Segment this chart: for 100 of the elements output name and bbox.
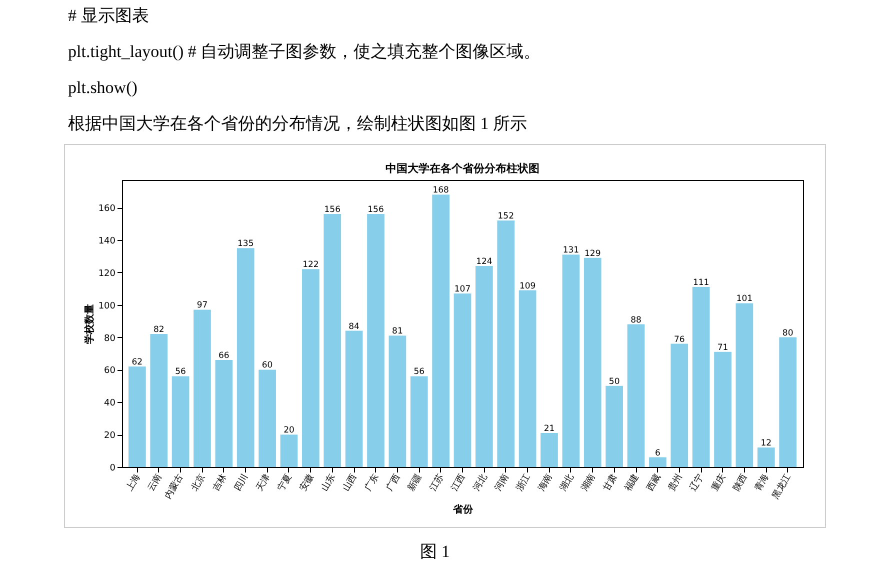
data-label: 66 bbox=[218, 350, 230, 361]
x-tick-label: 广东 bbox=[362, 472, 381, 494]
text: plt.tight_layout() # 自动调整子图参数，使之填充整个图像区域。 bbox=[68, 41, 541, 63]
x-tick-label: 内蒙古 bbox=[162, 472, 186, 501]
data-label: 131 bbox=[562, 246, 580, 256]
data-label: 84 bbox=[348, 322, 360, 332]
data-label: 21 bbox=[544, 424, 555, 434]
bar bbox=[454, 294, 472, 467]
bar bbox=[302, 269, 320, 467]
bar bbox=[736, 303, 754, 467]
y-tick-label: 60 bbox=[104, 366, 116, 376]
y-axis-title: 学校数量 bbox=[83, 304, 96, 344]
x-tick-label: 青海 bbox=[752, 472, 772, 494]
bar bbox=[562, 254, 580, 467]
bar bbox=[194, 310, 211, 467]
data-label: 82 bbox=[153, 325, 164, 336]
data-label: 129 bbox=[584, 248, 601, 259]
x-tick-label: 广西 bbox=[384, 472, 403, 494]
bar bbox=[324, 214, 342, 467]
x-tick-label: 安徽 bbox=[297, 472, 316, 494]
bar bbox=[779, 337, 796, 467]
y-tick-label: 100 bbox=[98, 301, 116, 312]
x-tick-label: 湖南 bbox=[579, 472, 598, 494]
data-label: 135 bbox=[238, 239, 254, 250]
data-label: 97 bbox=[196, 300, 208, 311]
bar bbox=[606, 386, 623, 467]
y-tick-label: 160 bbox=[98, 204, 116, 214]
y-tick-label: 40 bbox=[104, 398, 116, 409]
x-tick-label: 海南 bbox=[536, 472, 554, 494]
x-tick-label: 河南 bbox=[492, 472, 512, 494]
bar bbox=[215, 360, 233, 467]
x-tick-label: 四川 bbox=[232, 472, 251, 494]
x-tick-label: 辽宁 bbox=[688, 472, 706, 494]
bar bbox=[128, 366, 146, 467]
x-tick-label: 宁夏 bbox=[276, 472, 294, 494]
data-label: 56 bbox=[414, 367, 425, 378]
bar bbox=[280, 434, 298, 467]
bar bbox=[236, 248, 254, 467]
x-tick-label: 天津 bbox=[254, 472, 273, 494]
data-label: 62 bbox=[132, 357, 143, 368]
data-label: 111 bbox=[692, 278, 710, 288]
bar bbox=[388, 336, 406, 467]
data-label: 71 bbox=[717, 342, 728, 353]
chart-title: 中国大学在各个省份分布柱状图 bbox=[386, 162, 540, 175]
bar bbox=[258, 370, 276, 467]
bar bbox=[692, 287, 710, 467]
data-label: 122 bbox=[302, 260, 319, 270]
x-tick-label: 贵州 bbox=[666, 472, 685, 494]
y-tick-label: 120 bbox=[98, 268, 116, 279]
x-tick-label: 吉林 bbox=[210, 472, 230, 494]
bar bbox=[518, 290, 536, 467]
y-tick-label: 0 bbox=[110, 464, 116, 474]
data-label: 81 bbox=[392, 326, 403, 337]
x-tick-label: 西藏 bbox=[644, 472, 663, 494]
bar bbox=[432, 194, 450, 467]
bar bbox=[757, 448, 775, 467]
data-label: 76 bbox=[674, 334, 685, 345]
x-tick-label: 福建 bbox=[622, 472, 642, 494]
data-label: 109 bbox=[519, 281, 536, 292]
bar bbox=[714, 352, 732, 467]
bar bbox=[649, 457, 666, 467]
text: 根据中国大学在各个省份的分布情况，绘制柱状图如图 1 所示 bbox=[68, 113, 528, 135]
bar bbox=[150, 334, 168, 467]
x-tick-label: 云南 bbox=[146, 472, 164, 494]
caption: 图 1 bbox=[419, 541, 451, 563]
data-label: 60 bbox=[262, 360, 273, 371]
bar bbox=[670, 344, 688, 467]
x-tick-label: 新疆 bbox=[406, 472, 424, 494]
data-label: 124 bbox=[476, 256, 492, 267]
data-label: 50 bbox=[608, 376, 620, 387]
data-label: 56 bbox=[175, 367, 186, 378]
x-tick-label: 重庆 bbox=[709, 472, 728, 494]
x-tick-label: 山东 bbox=[319, 472, 338, 494]
data-label: 101 bbox=[736, 294, 753, 304]
x-tick-label: 江苏 bbox=[427, 472, 446, 494]
text: plt.show() bbox=[68, 77, 138, 99]
x-tick-label: 上海 bbox=[124, 472, 142, 494]
x-tick-label: 黑龙江 bbox=[770, 472, 794, 501]
y-tick-label: 20 bbox=[104, 431, 116, 442]
x-tick-label: 河北 bbox=[470, 472, 490, 494]
x-tick-label: 湖北 bbox=[558, 472, 576, 494]
bar bbox=[345, 330, 363, 467]
bar bbox=[367, 214, 384, 467]
x-tick-label: 江西 bbox=[449, 472, 468, 494]
data-label: 12 bbox=[760, 438, 772, 449]
data-label: 107 bbox=[454, 284, 471, 295]
bar bbox=[497, 220, 515, 467]
x-tick-label: 甘肃 bbox=[600, 472, 620, 494]
y-tick-label: 80 bbox=[104, 334, 116, 344]
bar bbox=[584, 258, 602, 467]
bar bbox=[627, 324, 645, 467]
x-tick-label: 山西 bbox=[340, 472, 360, 494]
text: # 显示图表 bbox=[68, 5, 150, 27]
data-label: 6 bbox=[654, 448, 660, 458]
data-label: 168 bbox=[432, 186, 449, 196]
bar bbox=[172, 376, 190, 467]
x-tick-label: 浙江 bbox=[514, 472, 533, 494]
data-label: 156 bbox=[324, 205, 340, 216]
data-label: 20 bbox=[284, 426, 294, 436]
x-tick-label: 陕西 bbox=[731, 472, 750, 494]
